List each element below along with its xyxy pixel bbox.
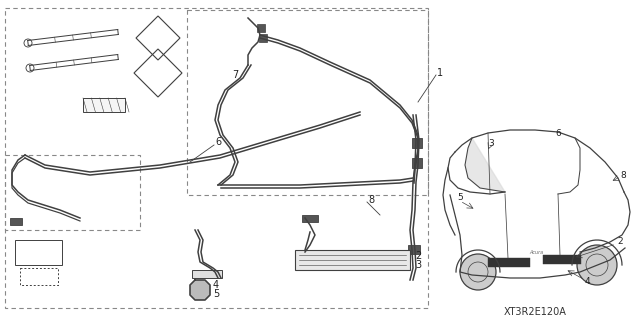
Polygon shape bbox=[412, 158, 422, 168]
Polygon shape bbox=[259, 34, 267, 42]
Circle shape bbox=[577, 245, 617, 285]
Text: 4: 4 bbox=[585, 278, 591, 286]
Text: 2: 2 bbox=[415, 251, 421, 261]
Text: 5: 5 bbox=[213, 289, 220, 299]
Text: 8: 8 bbox=[620, 170, 626, 180]
Text: XT3R2E120A: XT3R2E120A bbox=[504, 307, 566, 317]
Text: 7: 7 bbox=[232, 70, 238, 80]
Text: 8: 8 bbox=[368, 195, 374, 205]
Text: 6: 6 bbox=[215, 137, 221, 147]
Polygon shape bbox=[543, 255, 581, 264]
Text: 3: 3 bbox=[415, 260, 421, 270]
Circle shape bbox=[460, 254, 496, 290]
Text: 2: 2 bbox=[617, 238, 623, 247]
Polygon shape bbox=[257, 24, 265, 32]
Polygon shape bbox=[295, 250, 410, 270]
Polygon shape bbox=[192, 270, 222, 278]
Text: 4: 4 bbox=[213, 280, 219, 290]
Text: 3: 3 bbox=[488, 138, 493, 147]
Polygon shape bbox=[408, 245, 420, 254]
Polygon shape bbox=[465, 138, 505, 192]
Polygon shape bbox=[412, 138, 422, 148]
Polygon shape bbox=[83, 98, 125, 112]
Text: 6: 6 bbox=[555, 129, 561, 137]
Text: Acura: Acura bbox=[529, 249, 543, 255]
Polygon shape bbox=[302, 215, 318, 222]
Text: 1: 1 bbox=[437, 68, 443, 78]
Text: 5: 5 bbox=[457, 194, 463, 203]
Polygon shape bbox=[10, 218, 22, 225]
Polygon shape bbox=[488, 258, 530, 267]
Polygon shape bbox=[190, 280, 210, 300]
